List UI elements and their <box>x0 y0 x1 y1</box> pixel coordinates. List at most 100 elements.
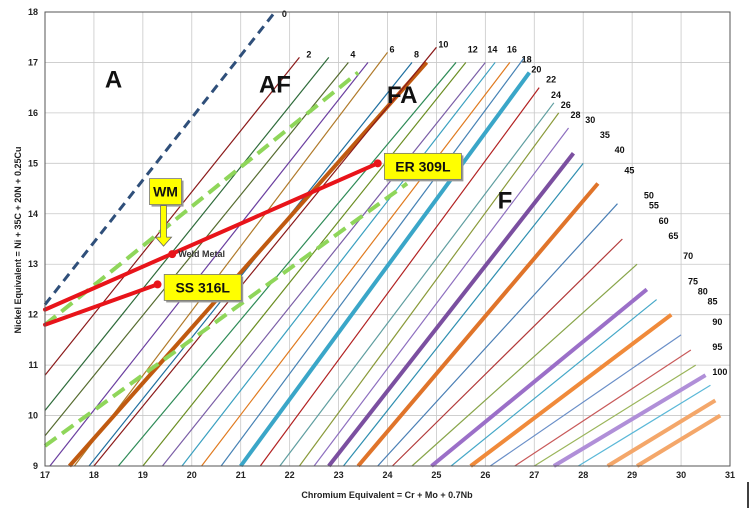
fn-label-75: 75 <box>688 276 698 286</box>
y-tick-label: 12 <box>28 310 38 320</box>
fn-line-65 <box>469 313 673 468</box>
grid <box>45 12 730 466</box>
point-ss-316l <box>153 280 162 289</box>
fn-label-60: 60 <box>659 216 669 226</box>
weld-metal-label: Weld Metal <box>178 249 225 259</box>
fn-line-22 <box>279 102 555 467</box>
x-tick-label: 26 <box>480 470 490 480</box>
fn-line-16 <box>220 57 525 467</box>
fn-label-30: 30 <box>585 115 595 125</box>
axes <box>44 11 731 467</box>
phase-boundaries <box>43 70 409 448</box>
boundary-fa-f <box>43 181 409 448</box>
fn-line-10 <box>93 46 437 467</box>
callouts: ER 309L WM SS 316L <box>149 152 464 303</box>
fn-label-45: 45 <box>624 165 634 175</box>
x-tick-label: 25 <box>431 470 441 480</box>
boundary-a-af <box>43 70 360 327</box>
fn-line-18 <box>239 71 532 468</box>
x-ticks: 17 18 19 20 21 22 23 24 25 26 27 28 29 30 31 <box>40 470 735 480</box>
fn-line-6 <box>73 51 388 467</box>
y-tick-label: 18 <box>28 7 38 17</box>
ferrite-number-lines <box>43 11 722 468</box>
x-tick-label: 18 <box>89 470 99 480</box>
x-axis-label: Chromium Equivalent = Cr + Mo + 0.7Nb <box>301 490 473 500</box>
fn-line <box>161 62 486 467</box>
region-label-f: F <box>498 188 513 215</box>
callout-ss-316l-text: SS 316L <box>175 279 230 295</box>
callout-ss-316l-box <box>163 274 242 301</box>
fn-label-40: 40 <box>615 145 625 155</box>
fn-line-30 <box>342 162 584 467</box>
x-tick-label: 27 <box>529 470 539 480</box>
x-tick-label: 19 <box>138 470 148 480</box>
x-tick-label: 24 <box>382 470 392 480</box>
callout-ss-316l: SS 316L <box>163 274 244 303</box>
x-tick-label: 30 <box>676 470 686 480</box>
y-tick-label: 9 <box>33 461 38 471</box>
fn-line-26 <box>313 127 570 467</box>
fn-label-22: 22 <box>546 75 556 85</box>
fn-label-100: 100 <box>712 367 727 377</box>
fn-label-8: 8 <box>414 49 419 59</box>
fn-label-90: 90 <box>712 317 722 327</box>
fn-line-70 <box>489 334 682 467</box>
y-tick-label: 15 <box>28 158 38 168</box>
y-axis-label: Nickel Equivalent = Ni + 35C + 20N + 0.2… <box>13 146 23 333</box>
point-er-309l <box>373 159 382 168</box>
fn-line-28 <box>327 152 576 468</box>
fn-line-12 <box>142 62 467 467</box>
fn-label-12: 12 <box>468 44 478 54</box>
point-weld-metal <box>168 250 177 259</box>
fn-label-2: 2 <box>306 49 311 59</box>
fn-label-95: 95 <box>712 342 722 352</box>
fn-label-20: 20 <box>531 65 541 75</box>
fn-label-26: 26 <box>561 100 571 110</box>
wm-arrow-shape <box>154 205 173 247</box>
fn-line-24 <box>298 112 560 467</box>
fn-label-35: 35 <box>600 130 610 140</box>
fn-line-45 <box>391 238 623 467</box>
fn-line-14 <box>181 62 496 467</box>
fn-line-2 <box>44 57 300 376</box>
fn-label-18: 18 <box>522 54 532 64</box>
fn-line <box>201 62 511 467</box>
x-tick-label: 23 <box>334 470 344 480</box>
x-tick-label: 22 <box>285 470 295 480</box>
dilution-line-lower <box>43 282 160 327</box>
region-labels: A AF FA F <box>105 67 512 215</box>
fn-label-16: 16 <box>507 44 517 54</box>
fn-line-0 <box>43 11 277 306</box>
fn-line <box>49 62 369 467</box>
fn-line-50 <box>411 263 638 467</box>
callout-wm: WM <box>149 178 184 207</box>
fn-line <box>67 61 429 468</box>
fn-line-85 <box>552 373 707 468</box>
fn-line-20 <box>259 87 540 467</box>
fn-label-50: 50 <box>644 191 654 201</box>
y-ticks: 9 10 11 12 13 14 15 16 17 18 <box>28 7 38 471</box>
y-tick-label: 13 <box>28 259 38 269</box>
x-tick-label: 21 <box>236 470 246 480</box>
fn-label-14: 14 <box>487 44 497 54</box>
y-tick-label: 16 <box>28 108 38 118</box>
fn-line-90 <box>578 384 711 467</box>
fn-line-75 <box>514 349 692 467</box>
callout-wm-box <box>149 178 182 206</box>
x-tick-label: 28 <box>578 470 588 480</box>
y-tick-label: 17 <box>28 57 38 67</box>
callout-wm-text: WM <box>153 184 178 200</box>
fn-label-80: 80 <box>698 286 708 296</box>
callout-er-309l-box <box>383 152 462 180</box>
fn-line-95 <box>606 398 717 468</box>
callout-er-309l: ER 309L <box>383 152 464 182</box>
fn-label-0: 0 <box>282 9 287 19</box>
fn-label-65: 65 <box>668 231 678 241</box>
fn-line-60 <box>450 299 657 467</box>
dilution-lines <box>43 161 380 327</box>
region-label-fa: FA <box>387 82 418 109</box>
data-points: Weld Metal <box>153 159 382 289</box>
region-label-af: AF <box>259 72 291 99</box>
